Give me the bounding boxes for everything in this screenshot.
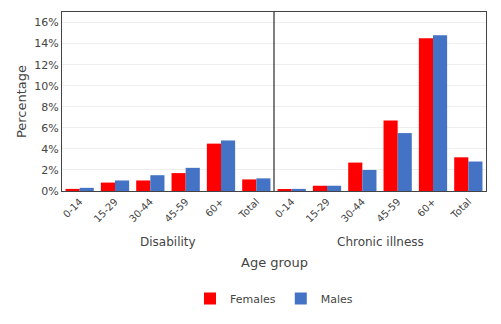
svg-text:6%: 6% — [41, 122, 58, 135]
svg-text:16%: 16% — [34, 16, 58, 29]
svg-text:2%: 2% — [41, 164, 58, 177]
svg-text:15-29: 15-29 — [304, 196, 332, 224]
svg-text:60+: 60+ — [415, 196, 438, 219]
svg-text:14%: 14% — [34, 37, 58, 50]
svg-text:30-44: 30-44 — [127, 196, 155, 224]
svg-text:10%: 10% — [34, 80, 58, 93]
svg-text:15-29: 15-29 — [92, 196, 120, 224]
svg-text:12%: 12% — [34, 59, 58, 72]
svg-text:Total: Total — [448, 196, 473, 221]
svg-text:8%: 8% — [41, 101, 58, 114]
svg-text:Males: Males — [321, 293, 353, 306]
svg-text:Age group: Age group — [241, 255, 308, 270]
svg-text:Females: Females — [230, 293, 276, 306]
svg-text:30-44: 30-44 — [339, 196, 367, 224]
svg-text:0-14: 0-14 — [61, 196, 85, 220]
svg-text:Total: Total — [236, 196, 261, 221]
svg-text:Chronic illness: Chronic illness — [337, 235, 424, 249]
svg-text:4%: 4% — [41, 143, 58, 156]
svg-text:45-59: 45-59 — [162, 196, 190, 224]
svg-text:0-14: 0-14 — [273, 196, 297, 220]
svg-text:Disability: Disability — [140, 235, 196, 249]
svg-text:Percentage: Percentage — [14, 65, 29, 138]
svg-text:60+: 60+ — [203, 196, 226, 219]
svg-text:45-59: 45-59 — [374, 196, 402, 224]
svg-text:0%: 0% — [41, 185, 58, 198]
